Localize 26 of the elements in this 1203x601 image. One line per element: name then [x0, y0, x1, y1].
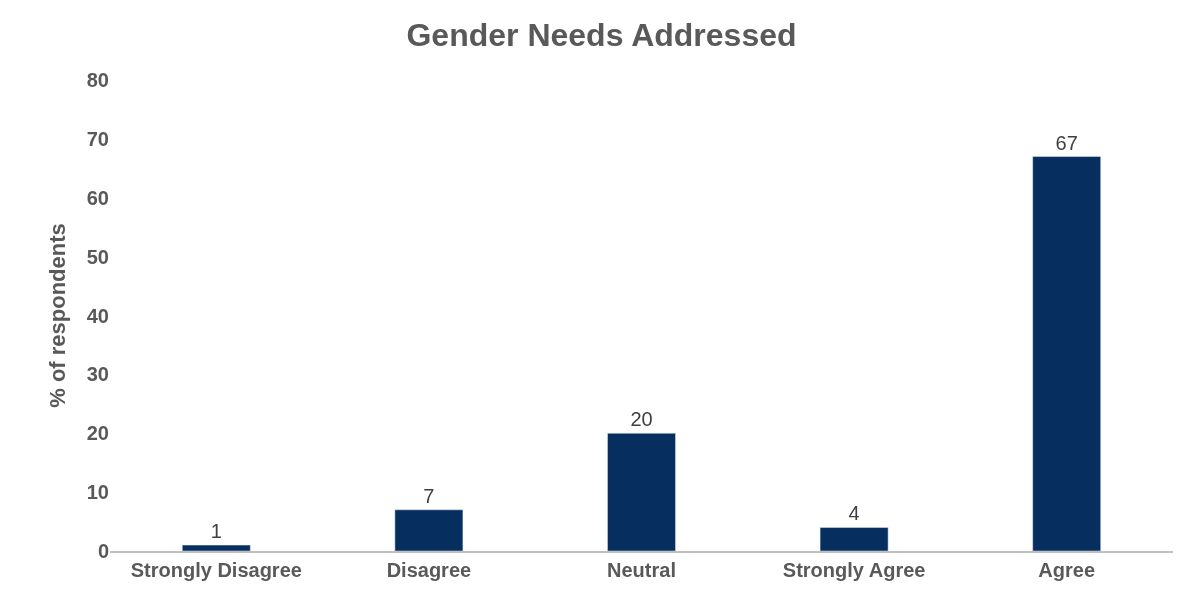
y-tick-label: 70: [86, 127, 109, 150]
y-tick-label: 40: [86, 304, 109, 327]
y-tick-label: 80: [86, 69, 109, 91]
bar: [819, 527, 889, 551]
data-label: 67: [1055, 131, 1078, 154]
y-tick-label: 50: [86, 245, 109, 268]
chart-title: Gender Needs Addressed: [406, 17, 797, 54]
y-tick-label: 60: [86, 186, 109, 209]
bar: [1032, 156, 1101, 551]
y-tick-label: 20: [86, 422, 109, 445]
y-tick-label: 30: [86, 363, 109, 386]
y-tick-label: 0: [97, 540, 109, 562]
x-tick-label: Disagree: [386, 558, 472, 581]
bar: [607, 433, 676, 551]
bar: [394, 509, 464, 551]
x-tick-label: Agree: [1038, 558, 1096, 581]
bar: [182, 544, 251, 551]
data-label: 20: [630, 408, 653, 431]
data-label: 7: [423, 484, 435, 507]
data-label: 1: [210, 520, 222, 543]
y-axis-title: % of respondents: [44, 223, 70, 408]
data-label: 4: [848, 502, 860, 525]
x-tick-label: Strongly Agree: [782, 558, 926, 581]
x-tick-label: Strongly Disagree: [130, 558, 302, 581]
x-tick-label: Neutral: [607, 558, 676, 581]
y-tick-label: 10: [86, 481, 109, 504]
